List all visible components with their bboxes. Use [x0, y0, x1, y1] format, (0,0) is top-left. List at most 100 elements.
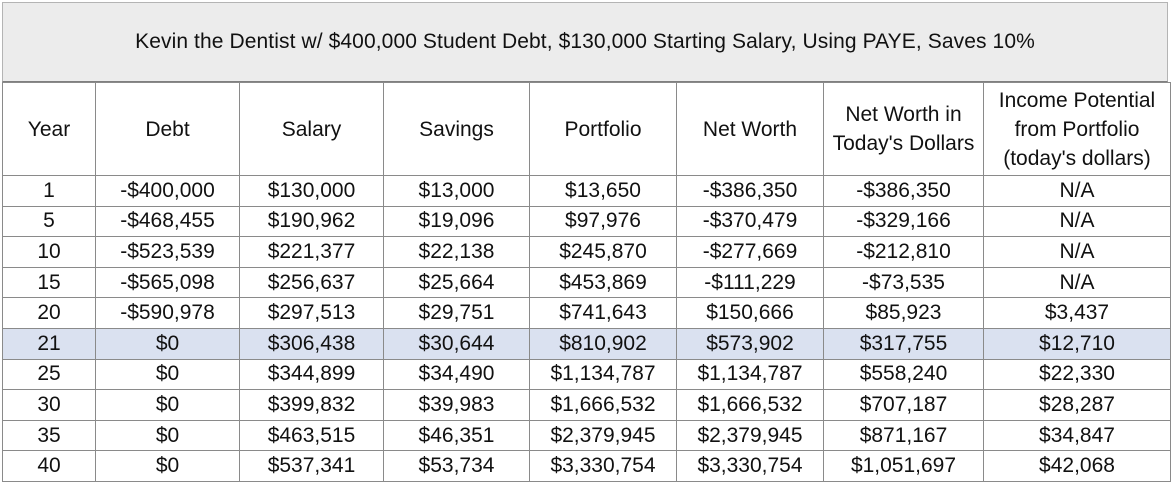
cell-net-worth-today: -$386,350: [823, 175, 984, 207]
cell-income-potential: $28,287: [983, 389, 1171, 421]
header-debt: Debt: [95, 82, 240, 176]
cell-salary: $344,899: [239, 358, 384, 391]
cell-portfolio: $1,666,532: [529, 389, 677, 421]
table-row: 20 -$590,978 $297,513 $29,751 $741,643 $150,6…: [2, 297, 1171, 329]
cell-year: 25: [2, 358, 96, 391]
header-income-potential: Income Potential from Portfolio (today's…: [983, 82, 1171, 176]
table-row: 25 $0 $344,899 $34,490 $1,134,787 $1,134,787 $…: [2, 358, 1171, 391]
cell-debt: -$565,098: [95, 266, 240, 299]
cell-salary: $256,637: [239, 266, 384, 299]
cell-debt: $0: [95, 358, 240, 391]
header-net-worth-today: Net Worth in Today's Dollars: [823, 82, 984, 176]
cell-net-worth: $573,902: [676, 327, 824, 360]
cell-portfolio: $13,650: [529, 175, 677, 207]
cell-savings: $46,351: [383, 419, 530, 452]
cell-net-worth-today: $1,051,697: [823, 450, 984, 482]
cell-net-worth-today: $558,240: [823, 358, 984, 391]
cell-net-worth: $1,134,787: [676, 358, 824, 391]
cell-debt: -$400,000: [95, 175, 240, 207]
header-row: Year Debt Salary Savings Portfolio Net W…: [2, 82, 1171, 176]
table-row: 40 $0 $537,341 $53,734 $3,330,754 $3,330,754 $…: [2, 450, 1171, 482]
header-salary: Salary: [239, 82, 384, 176]
cell-salary: $130,000: [239, 175, 384, 207]
cell-debt: $0: [95, 419, 240, 452]
cell-debt: $0: [95, 389, 240, 421]
cell-net-worth: -$111,229: [676, 266, 824, 299]
projection-table: Year Debt Salary Savings Portfolio Net W…: [2, 82, 1171, 482]
cell-savings: $29,751: [383, 297, 530, 329]
cell-income-potential: $34,847: [983, 419, 1171, 452]
table-body: 1 -$400,000 $130,000 $13,000 $13,650 -$386,35…: [2, 175, 1171, 482]
cell-income-potential: N/A: [983, 236, 1171, 268]
cell-year: 5: [2, 205, 96, 238]
cell-income-potential: $22,330: [983, 358, 1171, 391]
cell-net-worth-today: -$212,810: [823, 236, 984, 268]
cell-savings: $39,983: [383, 389, 530, 421]
cell-income-potential: $42,068: [983, 450, 1171, 482]
cell-net-worth-today: $871,167: [823, 419, 984, 452]
cell-net-worth: -$386,350: [676, 175, 824, 207]
cell-portfolio: $3,330,754: [529, 450, 677, 482]
cell-salary: $297,513: [239, 297, 384, 329]
cell-year: 30: [2, 389, 96, 421]
cell-income-potential: N/A: [983, 266, 1171, 299]
cell-portfolio: $1,134,787: [529, 358, 677, 391]
table-row: 21 $0 $306,438 $30,644 $810,902 $573,902 $317,…: [2, 327, 1171, 360]
cell-debt: -$523,539: [95, 236, 240, 268]
cell-salary: $463,515: [239, 419, 384, 452]
cell-salary: $306,438: [239, 327, 384, 360]
cell-savings: $53,734: [383, 450, 530, 482]
table-row: 15 -$565,098 $256,637 $25,664 $453,869 -$111,…: [2, 266, 1171, 299]
cell-income-potential: N/A: [983, 175, 1171, 207]
cell-debt: $0: [95, 327, 240, 360]
cell-income-potential: $3,437: [983, 297, 1171, 329]
cell-net-worth: $1,666,532: [676, 389, 824, 421]
cell-debt: -$468,455: [95, 205, 240, 238]
cell-savings: $30,644: [383, 327, 530, 360]
cell-net-worth: $2,379,945: [676, 419, 824, 452]
cell-net-worth-today: $317,755: [823, 327, 984, 360]
cell-savings: $34,490: [383, 358, 530, 391]
cell-year: 1: [2, 175, 96, 207]
cell-year: 10: [2, 236, 96, 268]
cell-year: 40: [2, 450, 96, 482]
cell-net-worth: $3,330,754: [676, 450, 824, 482]
cell-salary: $399,832: [239, 389, 384, 421]
header-portfolio: Portfolio: [529, 82, 677, 176]
cell-portfolio: $2,379,945: [529, 419, 677, 452]
cell-net-worth: $150,666: [676, 297, 824, 329]
table-row: 10 -$523,539 $221,377 $22,138 $245,870 -$277,…: [2, 236, 1171, 268]
cell-salary: $221,377: [239, 236, 384, 268]
table-row: 30 $0 $399,832 $39,983 $1,666,532 $1,666,532 $…: [2, 389, 1171, 421]
cell-year: 15: [2, 266, 96, 299]
table-row: 35 $0 $463,515 $46,351 $2,379,945 $2,379,945 $…: [2, 419, 1171, 452]
cell-year: 20: [2, 297, 96, 329]
cell-net-worth: -$370,479: [676, 205, 824, 238]
cell-savings: $13,000: [383, 175, 530, 207]
table-row: 1 -$400,000 $130,000 $13,000 $13,650 -$386,35…: [2, 175, 1171, 207]
cell-portfolio: $741,643: [529, 297, 677, 329]
cell-savings: $25,664: [383, 266, 530, 299]
cell-portfolio: $810,902: [529, 327, 677, 360]
cell-savings: $19,096: [383, 205, 530, 238]
cell-savings: $22,138: [383, 236, 530, 268]
cell-salary: $537,341: [239, 450, 384, 482]
cell-income-potential: $12,710: [983, 327, 1171, 360]
cell-salary: $190,962: [239, 205, 384, 238]
cell-portfolio: $245,870: [529, 236, 677, 268]
cell-portfolio: $453,869: [529, 266, 677, 299]
cell-net-worth-today: $707,187: [823, 389, 984, 421]
header-year: Year: [2, 82, 96, 176]
cell-income-potential: N/A: [983, 205, 1171, 238]
cell-year: 35: [2, 419, 96, 452]
cell-net-worth: -$277,669: [676, 236, 824, 268]
table-title: Kevin the Dentist w/ $400,000 Student De…: [2, 2, 1168, 82]
header-net-worth: Net Worth: [676, 82, 824, 176]
cell-net-worth-today: $85,923: [823, 297, 984, 329]
table-row: 5 -$468,455 $190,962 $19,096 $97,976 -$370,47…: [2, 205, 1171, 238]
header-savings: Savings: [383, 82, 530, 176]
cell-portfolio: $97,976: [529, 205, 677, 238]
cell-year: 21: [2, 327, 96, 360]
cell-net-worth-today: -$73,535: [823, 266, 984, 299]
